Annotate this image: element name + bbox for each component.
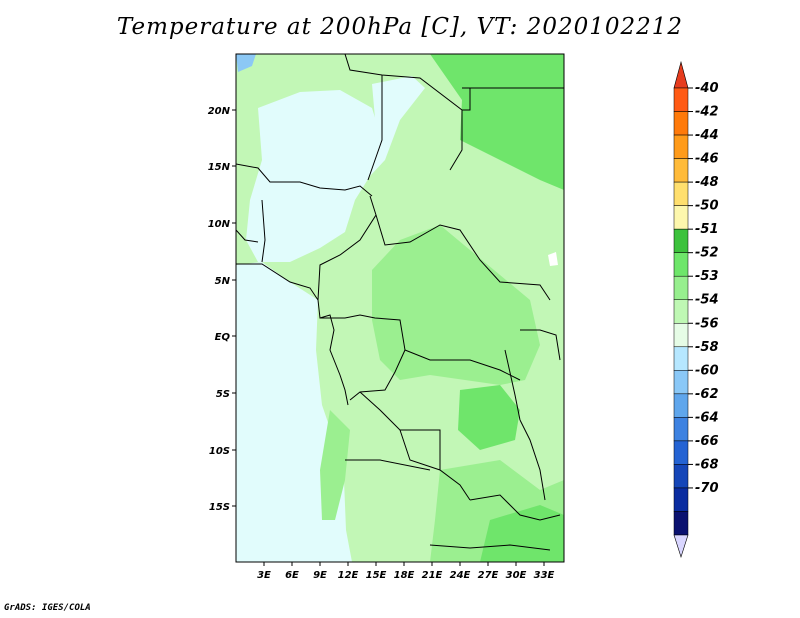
map-frame — [235, 53, 565, 563]
colorbar-label: -58 — [695, 340, 719, 355]
lon-label-15e: 15E — [366, 570, 387, 581]
colorbar-label: -50 — [695, 199, 719, 214]
lat-label-10n: 10N — [208, 219, 231, 230]
lon-label-12e: 12E — [338, 570, 359, 581]
colorbar-box — [673, 228, 689, 253]
lat-axis: 20N 15N 10N 5N EQ 5S 10S 15S — [208, 106, 236, 513]
lon-label-27e: 27E — [478, 570, 499, 581]
colorbar-label: -54 — [695, 293, 719, 308]
colorbar-label: -44 — [695, 128, 719, 143]
colorbar-label: -62 — [695, 387, 719, 402]
northwest-blue-patch — [236, 54, 256, 72]
colorbar-box — [673, 275, 689, 300]
colorbar-box — [673, 181, 689, 206]
lat-label-10s: 10S — [209, 446, 230, 457]
colorbar-label: -64 — [695, 410, 719, 425]
colorbar-box — [673, 87, 689, 112]
lat-label-eq: EQ — [215, 332, 231, 343]
chart-title: Temperature at 200hPa [C], VT: 202010221… — [116, 14, 684, 40]
colorbar-box — [673, 417, 689, 442]
sahara-cold-strip — [370, 76, 425, 176]
congo-green-region — [372, 225, 540, 385]
colorbar: -40 -42 -44 -46 -48 -50 -51 -52 -53 -54 -56 -58 -60 -… — [673, 60, 719, 558]
east-green-region — [458, 385, 520, 450]
colorbar-box — [673, 111, 689, 136]
lon-label-6e: 6E — [285, 570, 299, 581]
colorbar-label: -46 — [695, 152, 719, 167]
colorbar-label: -48 — [695, 175, 719, 190]
colorbar-label: -70 — [695, 481, 719, 496]
colorbar-box — [673, 158, 689, 183]
colorbar-box — [673, 205, 689, 230]
lon-label-9e: 9E — [313, 570, 327, 581]
lon-label-30e: 30E — [506, 570, 527, 581]
colorbar-box — [673, 511, 689, 536]
colorbar-label: -66 — [695, 434, 719, 449]
colorbar-box — [673, 440, 689, 465]
lon-label-24e: 24E — [450, 570, 471, 581]
lon-label-18e: 18E — [394, 570, 415, 581]
colorbar-label: -51 — [695, 222, 719, 237]
lat-label-5n: 5N — [215, 276, 231, 287]
colorbar-box — [673, 487, 689, 512]
colorbar-box — [673, 299, 689, 324]
colorbar-box — [673, 346, 689, 371]
colorbar-top-arrow — [673, 60, 689, 89]
lat-label-20n: 20N — [208, 106, 231, 117]
lon-label-33e: 33E — [534, 570, 555, 581]
colorbar-box — [673, 464, 689, 489]
colorbar-bottom-arrow — [673, 534, 689, 558]
white-patch — [548, 252, 558, 266]
lat-label-15n: 15N — [208, 162, 231, 173]
colorbar-box — [673, 252, 689, 277]
lon-axis: 3E 6E 9E 12E 15E 18E 21E 24E 27E 30E 33E — [257, 562, 555, 581]
lon-label-21e: 21E — [422, 570, 443, 581]
sahel-cold-region — [246, 90, 382, 262]
colorbar-box — [673, 393, 689, 418]
colorbar-label: -42 — [695, 105, 719, 120]
colorbar-label: -60 — [695, 363, 719, 378]
coastal-green-strip — [320, 410, 350, 520]
colorbar-box — [673, 323, 689, 348]
lon-label-3e: 3E — [257, 570, 271, 581]
colorbar-box — [673, 134, 689, 159]
colorbar-label: -53 — [695, 269, 719, 284]
country-borders — [236, 54, 564, 551]
grads-credit: GrADS: IGES/COLA — [4, 603, 91, 613]
lat-label-15s: 15S — [209, 502, 230, 513]
lat-label-5s: 5S — [216, 389, 230, 400]
map-panel — [236, 54, 564, 562]
colorbar-label: -68 — [695, 457, 719, 472]
colorbar-label: -40 — [695, 81, 719, 96]
colorbar-box — [673, 370, 689, 395]
colorbar-label: -52 — [695, 246, 719, 261]
colorbar-label: -56 — [695, 316, 719, 331]
